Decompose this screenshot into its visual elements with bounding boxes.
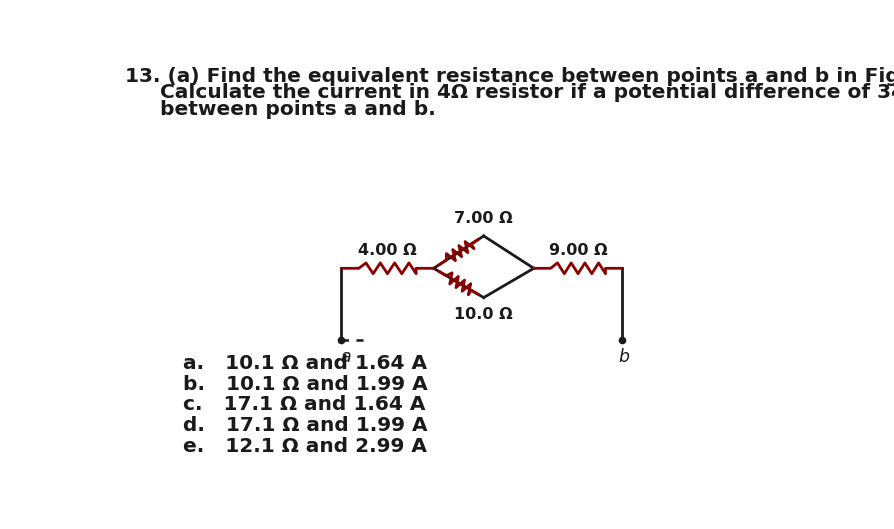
Text: e.   12.1 Ω and 2.99 A: e. 12.1 Ω and 2.99 A (183, 437, 427, 456)
Text: 13. (a) Find the equivalent resistance between points a and b in Figure below. (: 13. (a) Find the equivalent resistance b… (125, 67, 894, 86)
Text: 7.00 Ω: 7.00 Ω (454, 211, 512, 226)
Text: 4.00 Ω: 4.00 Ω (358, 243, 417, 258)
Text: 9.00 Ω: 9.00 Ω (548, 243, 607, 258)
Text: a: a (340, 348, 350, 366)
Text: 10.0 Ω: 10.0 Ω (454, 307, 512, 322)
Text: c.   17.1 Ω and 1.64 A: c. 17.1 Ω and 1.64 A (183, 395, 426, 414)
Text: a.   10.1 Ω and 1.64 A: a. 10.1 Ω and 1.64 A (183, 354, 427, 373)
Text: between points a and b.: between points a and b. (125, 99, 435, 118)
Text: b: b (618, 348, 628, 366)
Text: b.   10.1 Ω and 1.99 A: b. 10.1 Ω and 1.99 A (183, 375, 427, 394)
Text: Calculate the current in 4Ω resistor if a potential difference of 34.0 V is appl: Calculate the current in 4Ω resistor if … (125, 84, 894, 103)
Text: d.   17.1 Ω and 1.99 A: d. 17.1 Ω and 1.99 A (183, 416, 427, 435)
